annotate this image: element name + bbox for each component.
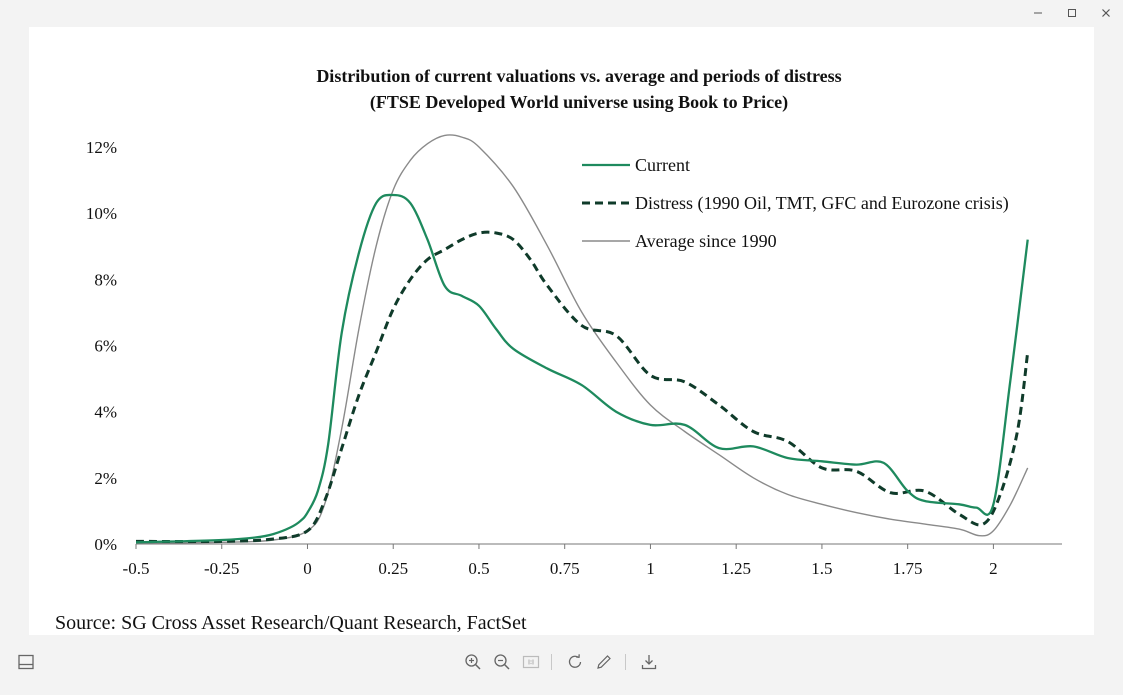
image-viewer-toolbar (0, 644, 1123, 680)
x-tick-label: 0.75 (550, 559, 580, 578)
x-tick-label: 2 (989, 559, 998, 578)
x-tick-label: 1.5 (811, 559, 832, 578)
maximize-button[interactable] (1055, 0, 1089, 26)
edit-button[interactable] (592, 650, 616, 674)
download-icon (641, 655, 657, 670)
y-tick-label: 4% (94, 403, 117, 422)
toolbar-separator (551, 654, 552, 670)
download-button[interactable] (637, 650, 661, 674)
zoom-out-icon (494, 654, 510, 670)
chart-subtitle: (FTSE Developed World universe using Boo… (370, 92, 788, 113)
minimize-icon (1034, 12, 1042, 14)
zoom-in-icon (465, 654, 481, 670)
series-line-1 (135, 230, 1030, 544)
y-tick-label: 0% (94, 535, 117, 554)
series-line-2 (135, 134, 1029, 544)
source-note: Source: SG Cross Asset Research/Quant Re… (55, 612, 527, 634)
zoom-out-button[interactable] (490, 650, 514, 674)
actual-size-icon (522, 655, 540, 669)
axes: -0.5 -0.25 0 0.25 0.5 0.75 1 1.25 1.5 1.75 2 0% 2% 4%… (86, 138, 1062, 578)
series-lines (135, 134, 1030, 544)
series-line-0 (135, 193, 1029, 544)
rotate-button[interactable] (563, 650, 587, 674)
close-button[interactable] (1089, 0, 1123, 26)
chart-title: Distribution of current valuations vs. a… (316, 66, 841, 86)
x-tick-label: 1 (646, 559, 655, 578)
chart: Distribution of current valuations vs. a… (86, 66, 1062, 578)
toolbar-separator (625, 654, 626, 670)
y-tick-label: 8% (94, 270, 117, 289)
x-tick-label: 1.25 (721, 559, 751, 578)
y-tick-label: 12% (86, 138, 117, 157)
x-tick-label: 1.75 (893, 559, 923, 578)
legend: Current Distress (1990 Oil, TMT, GFC and … (582, 155, 1009, 251)
close-icon (1102, 9, 1110, 17)
legend-label: Average since 1990 (635, 231, 777, 251)
x-tick-label: 0 (303, 559, 312, 578)
window-controls (1021, 0, 1123, 26)
rotate-icon (568, 654, 582, 668)
maximize-icon (1068, 9, 1076, 17)
panel-toggle-button[interactable] (14, 650, 38, 674)
edit-icon (597, 655, 611, 669)
y-tick-label: 2% (94, 469, 117, 488)
panel-icon (18, 654, 34, 670)
legend-label: Current (635, 155, 690, 175)
minimize-button[interactable] (1021, 0, 1055, 26)
x-tick-label: -0.25 (204, 559, 239, 578)
actual-size-button[interactable] (519, 650, 543, 674)
x-tick-label: -0.5 (123, 559, 150, 578)
x-tick-label: 0.25 (378, 559, 408, 578)
image-canvas: Distribution of current valuations vs. a… (29, 27, 1094, 635)
x-tick-label: 0.5 (468, 559, 489, 578)
legend-label: Distress (1990 Oil, TMT, GFC and Eurozon… (635, 193, 1009, 214)
y-tick-label: 6% (94, 337, 117, 356)
zoom-in-button[interactable] (461, 650, 485, 674)
y-tick-label: 10% (86, 204, 117, 223)
